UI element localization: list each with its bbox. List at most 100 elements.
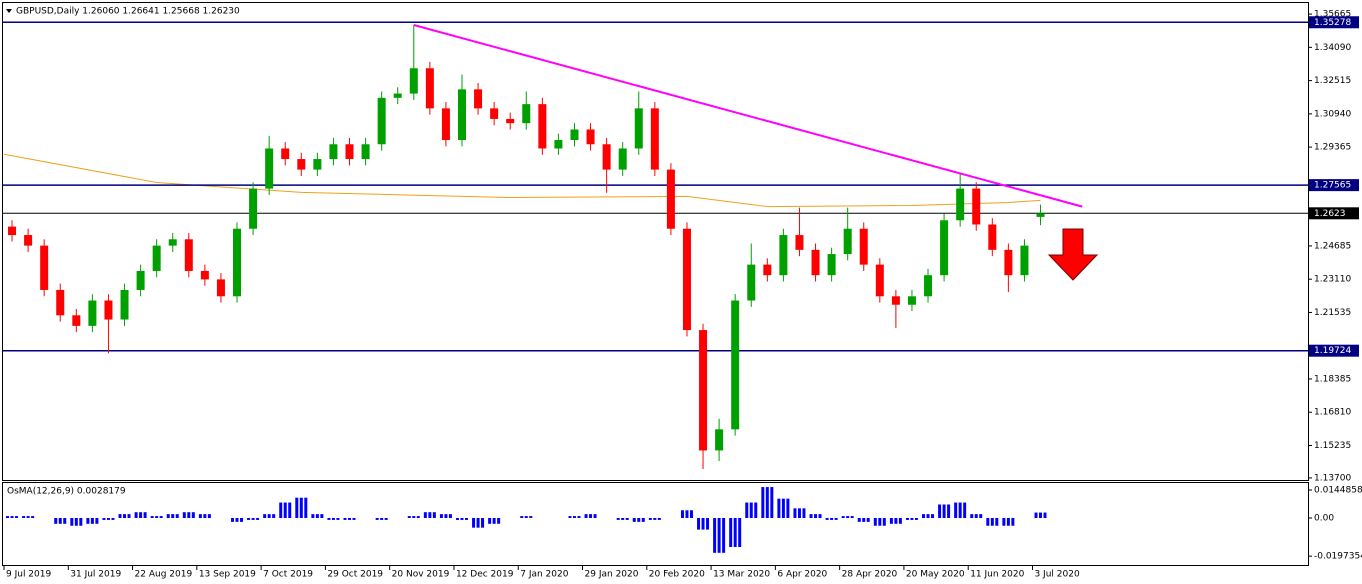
- candle-body: [956, 188, 965, 221]
- level-label: 1.35278: [1314, 18, 1351, 28]
- candle-body: [907, 296, 916, 305]
- x-tick-label: 29 Oct 2019: [327, 570, 383, 580]
- osma-tick-label: 0.00: [1314, 514, 1334, 524]
- x-tick-label: 22 Aug 2019: [135, 570, 193, 580]
- candle-body: [715, 429, 724, 451]
- candle-body: [666, 169, 675, 229]
- candle-body: [795, 235, 804, 250]
- candle-body: [891, 296, 900, 305]
- candle-body: [233, 228, 242, 297]
- candle-body: [8, 226, 17, 236]
- candle-body: [24, 235, 33, 246]
- candle-body: [682, 228, 691, 331]
- x-tick-label: 29 Jan 2020: [585, 570, 639, 580]
- candle-body: [152, 245, 161, 271]
- candle-body: [72, 315, 81, 326]
- candle-body: [924, 275, 933, 297]
- candle-body: [699, 330, 708, 451]
- candle-body: [506, 118, 515, 124]
- candle-body: [56, 289, 65, 316]
- candle-body: [200, 270, 209, 280]
- candle-body: [827, 254, 836, 276]
- candle-body: [972, 188, 981, 225]
- osma-tick-label: 0.0144858: [1314, 485, 1362, 495]
- level-label-box: [1309, 207, 1359, 220]
- candle-body: [120, 289, 129, 320]
- candle-body: [441, 108, 450, 141]
- osma-tick-label: -0.0197354: [1314, 552, 1362, 562]
- y-tick-label: 1.21535: [1314, 308, 1351, 318]
- candle-body: [393, 93, 402, 98]
- x-tick-label: 20 May 2020: [906, 570, 965, 580]
- y-tick-label: 1.32515: [1314, 76, 1351, 86]
- main-panel: [2, 2, 1309, 481]
- level-label: 1.2623: [1314, 209, 1346, 219]
- osma-title: OsMA(12,26,9) 0.0028179: [7, 487, 126, 497]
- candle-body: [377, 97, 386, 145]
- candle-body: [634, 108, 643, 149]
- x-tick-label: 7 Oct 2019: [263, 570, 313, 580]
- x-tick-label: 12 Dec 2019: [456, 570, 514, 580]
- candle-body: [297, 159, 306, 170]
- candle-body: [281, 148, 290, 160]
- level-label-box: [1309, 16, 1359, 29]
- candle-body: [779, 235, 788, 276]
- candle-body: [988, 224, 997, 250]
- candle-body: [554, 140, 563, 149]
- candle-body: [650, 108, 659, 170]
- level-label-box: [1309, 344, 1359, 357]
- candle-body: [313, 159, 322, 170]
- level-label: 1.27565: [1314, 181, 1351, 191]
- y-tick-label: 1.24685: [1314, 241, 1351, 251]
- candle-body: [747, 264, 756, 301]
- x-tick-label: 20 Nov 2019: [392, 570, 450, 580]
- candle-body: [522, 104, 531, 124]
- candle-body: [843, 228, 852, 255]
- x-tick-label: 9 Jul 2019: [6, 570, 51, 580]
- candle-body: [1036, 213, 1045, 217]
- candle-body: [249, 188, 258, 229]
- candle-body: [104, 300, 113, 320]
- candle-body: [168, 239, 177, 246]
- candle-body: [940, 220, 949, 276]
- y-tick-label: 1.18385: [1314, 374, 1351, 384]
- candle-body: [216, 279, 225, 297]
- y-tick-label: 1.35665: [1314, 10, 1351, 20]
- candle-body: [811, 249, 820, 276]
- x-tick-label: 31 Jul 2019: [70, 570, 121, 580]
- y-tick-label: 1.13700: [1314, 473, 1351, 483]
- candle-body: [457, 89, 466, 141]
- level-label-box: [1309, 179, 1359, 192]
- candle-body: [409, 68, 418, 94]
- candle-body: [1004, 249, 1013, 276]
- candle-body: [538, 104, 547, 149]
- candle-body: [1020, 245, 1029, 276]
- candle-body: [602, 144, 611, 170]
- y-tick-label: 1.23110: [1314, 275, 1351, 285]
- candle-body: [345, 144, 354, 160]
- x-tick-label: 11 Jun 2020: [970, 570, 1024, 580]
- candle-body: [586, 129, 595, 145]
- candle-body: [618, 148, 627, 170]
- candle-body: [40, 245, 49, 290]
- candle-body: [184, 239, 193, 271]
- x-tick-label: 13 Sep 2019: [199, 570, 256, 580]
- candle-body: [859, 228, 868, 265]
- x-tick-label: 28 Apr 2020: [842, 570, 898, 580]
- candle-body: [361, 144, 370, 160]
- candle-body: [570, 129, 579, 141]
- x-tick-label: 6 Apr 2020: [777, 570, 827, 580]
- candle-body: [763, 264, 772, 276]
- chart-title: GBPUSD,Daily 1.26060 1.26641 1.25668 1.2…: [16, 7, 240, 17]
- y-tick-label: 1.34090: [1314, 43, 1351, 53]
- menu-triangle: [6, 9, 12, 13]
- y-tick-label: 1.16810: [1314, 408, 1351, 418]
- candle-body: [265, 148, 274, 189]
- osma-panel: [2, 482, 1309, 566]
- candle-body: [88, 300, 97, 326]
- down-arrow: [1047, 228, 1099, 281]
- x-tick-label: 20 Feb 2020: [649, 570, 705, 580]
